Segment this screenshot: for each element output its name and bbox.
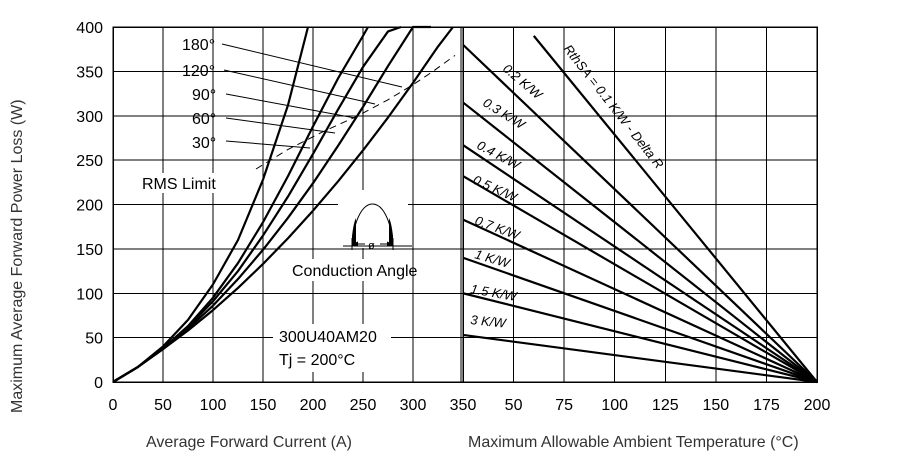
- label-leader: [225, 117, 336, 134]
- left-x-tick-label: 100: [200, 397, 227, 414]
- right-x-tick-label: 175: [753, 397, 780, 414]
- rth-label-0.4: 0.4 K/W: [475, 137, 524, 173]
- angle-label-180: 180°: [182, 37, 215, 54]
- thermal-resistance-line: [462, 256, 818, 384]
- junction-temp-label: Tj = 200°C: [279, 352, 355, 369]
- right-x-tick-label: 75: [555, 397, 573, 414]
- label-leader: [225, 140, 311, 149]
- conduction-angle-icon: [338, 190, 412, 250]
- series-label-120: 120°: [182, 63, 215, 80]
- power-loss-curve: [112, 26, 369, 383]
- thermal-resistance-line: [462, 101, 818, 383]
- phi-symbol: ø: [368, 240, 375, 252]
- y-tick-label: 0: [94, 375, 103, 392]
- left-grid: [113, 27, 463, 382]
- tick-labels: 0 50 100 150 200 250 300 350 400 0 50 100 150 200 250 3…: [76, 20, 830, 414]
- thermal-resistance-line: [462, 292, 818, 384]
- series-label-90: 90°: [192, 87, 216, 104]
- angle-label-30: 30°: [192, 135, 216, 152]
- conduction-angle-label: Conduction Angle: [292, 263, 418, 280]
- right-x-tick-label: 150: [703, 397, 730, 414]
- right-x-tick-label: 200: [804, 397, 831, 414]
- label-leader: [221, 43, 403, 88]
- angle-label-120: 120°: [182, 63, 215, 80]
- angle-label-60: 60°: [192, 111, 216, 128]
- left-x-tick-label: 200: [300, 397, 327, 414]
- thermal-resistance-line: [532, 35, 818, 383]
- angle-label-90: 90°: [192, 87, 216, 104]
- rth-label-0.2: 0.2 K/W: [500, 61, 546, 103]
- device-part-label: 300U40AM20: [279, 329, 377, 346]
- label-leader: [223, 69, 376, 105]
- device-label-bg: [273, 324, 391, 372]
- right-x-tick-label: 125: [652, 397, 679, 414]
- label-leader: [225, 93, 356, 119]
- y-tick-label: 150: [76, 242, 103, 259]
- rms-limit-line: [255, 54, 456, 170]
- rth-label-3: 3 K/W: [470, 312, 508, 331]
- thermal-resistance-line: [462, 144, 818, 383]
- right-x-tick-label: 100: [601, 397, 628, 414]
- rms-label-bg: [140, 173, 228, 193]
- left-x-tick-label: 250: [350, 397, 377, 414]
- thermal-resistance-line: [462, 43, 818, 383]
- series-label-30: 30°: [192, 135, 216, 152]
- right-plot-frame: [462, 26, 818, 383]
- series-label-180: 180°: [182, 37, 215, 54]
- right-x-tick-label: 350: [450, 397, 477, 414]
- y-tick-label: 300: [76, 109, 103, 126]
- conduction-label-bg: [288, 259, 412, 281]
- left-x-tick-label: 150: [250, 397, 277, 414]
- right-x-tick-label: 50: [505, 397, 523, 414]
- y-tick-label: 50: [85, 331, 103, 348]
- thermal-resistance-line: [462, 333, 818, 384]
- y-tick-label: 100: [76, 286, 103, 303]
- left-curves: [112, 25, 456, 383]
- left-x-tick-label: 300: [400, 397, 427, 414]
- left-x-tick-label: 0: [109, 397, 118, 414]
- series-label-60: 60°: [192, 111, 216, 128]
- y-tick-label: 250: [76, 153, 103, 170]
- rth-label-0.7: 0.7 K/W: [473, 213, 523, 244]
- thermal-resistance-line: [462, 175, 818, 383]
- label-leaders: [221, 43, 403, 149]
- power-loss-curve: [112, 26, 310, 383]
- y-tick-label: 200: [76, 198, 103, 215]
- y-tick-label: 350: [76, 64, 103, 81]
- left-x-tick-label: 50: [154, 397, 172, 414]
- rms-limit-label: RMS Limit: [142, 176, 216, 193]
- y-tick-label: 400: [76, 20, 103, 37]
- left-x-axis-title: Average Forward Current (A): [146, 434, 352, 451]
- right-x-axis-title: Maximum Allowable Ambient Temperature (°…: [468, 434, 799, 451]
- right-lines: [462, 35, 818, 384]
- thermal-resistance-line: [462, 218, 818, 383]
- y-axis-title: Maximum Average Forward Power Loss (W): [9, 99, 26, 413]
